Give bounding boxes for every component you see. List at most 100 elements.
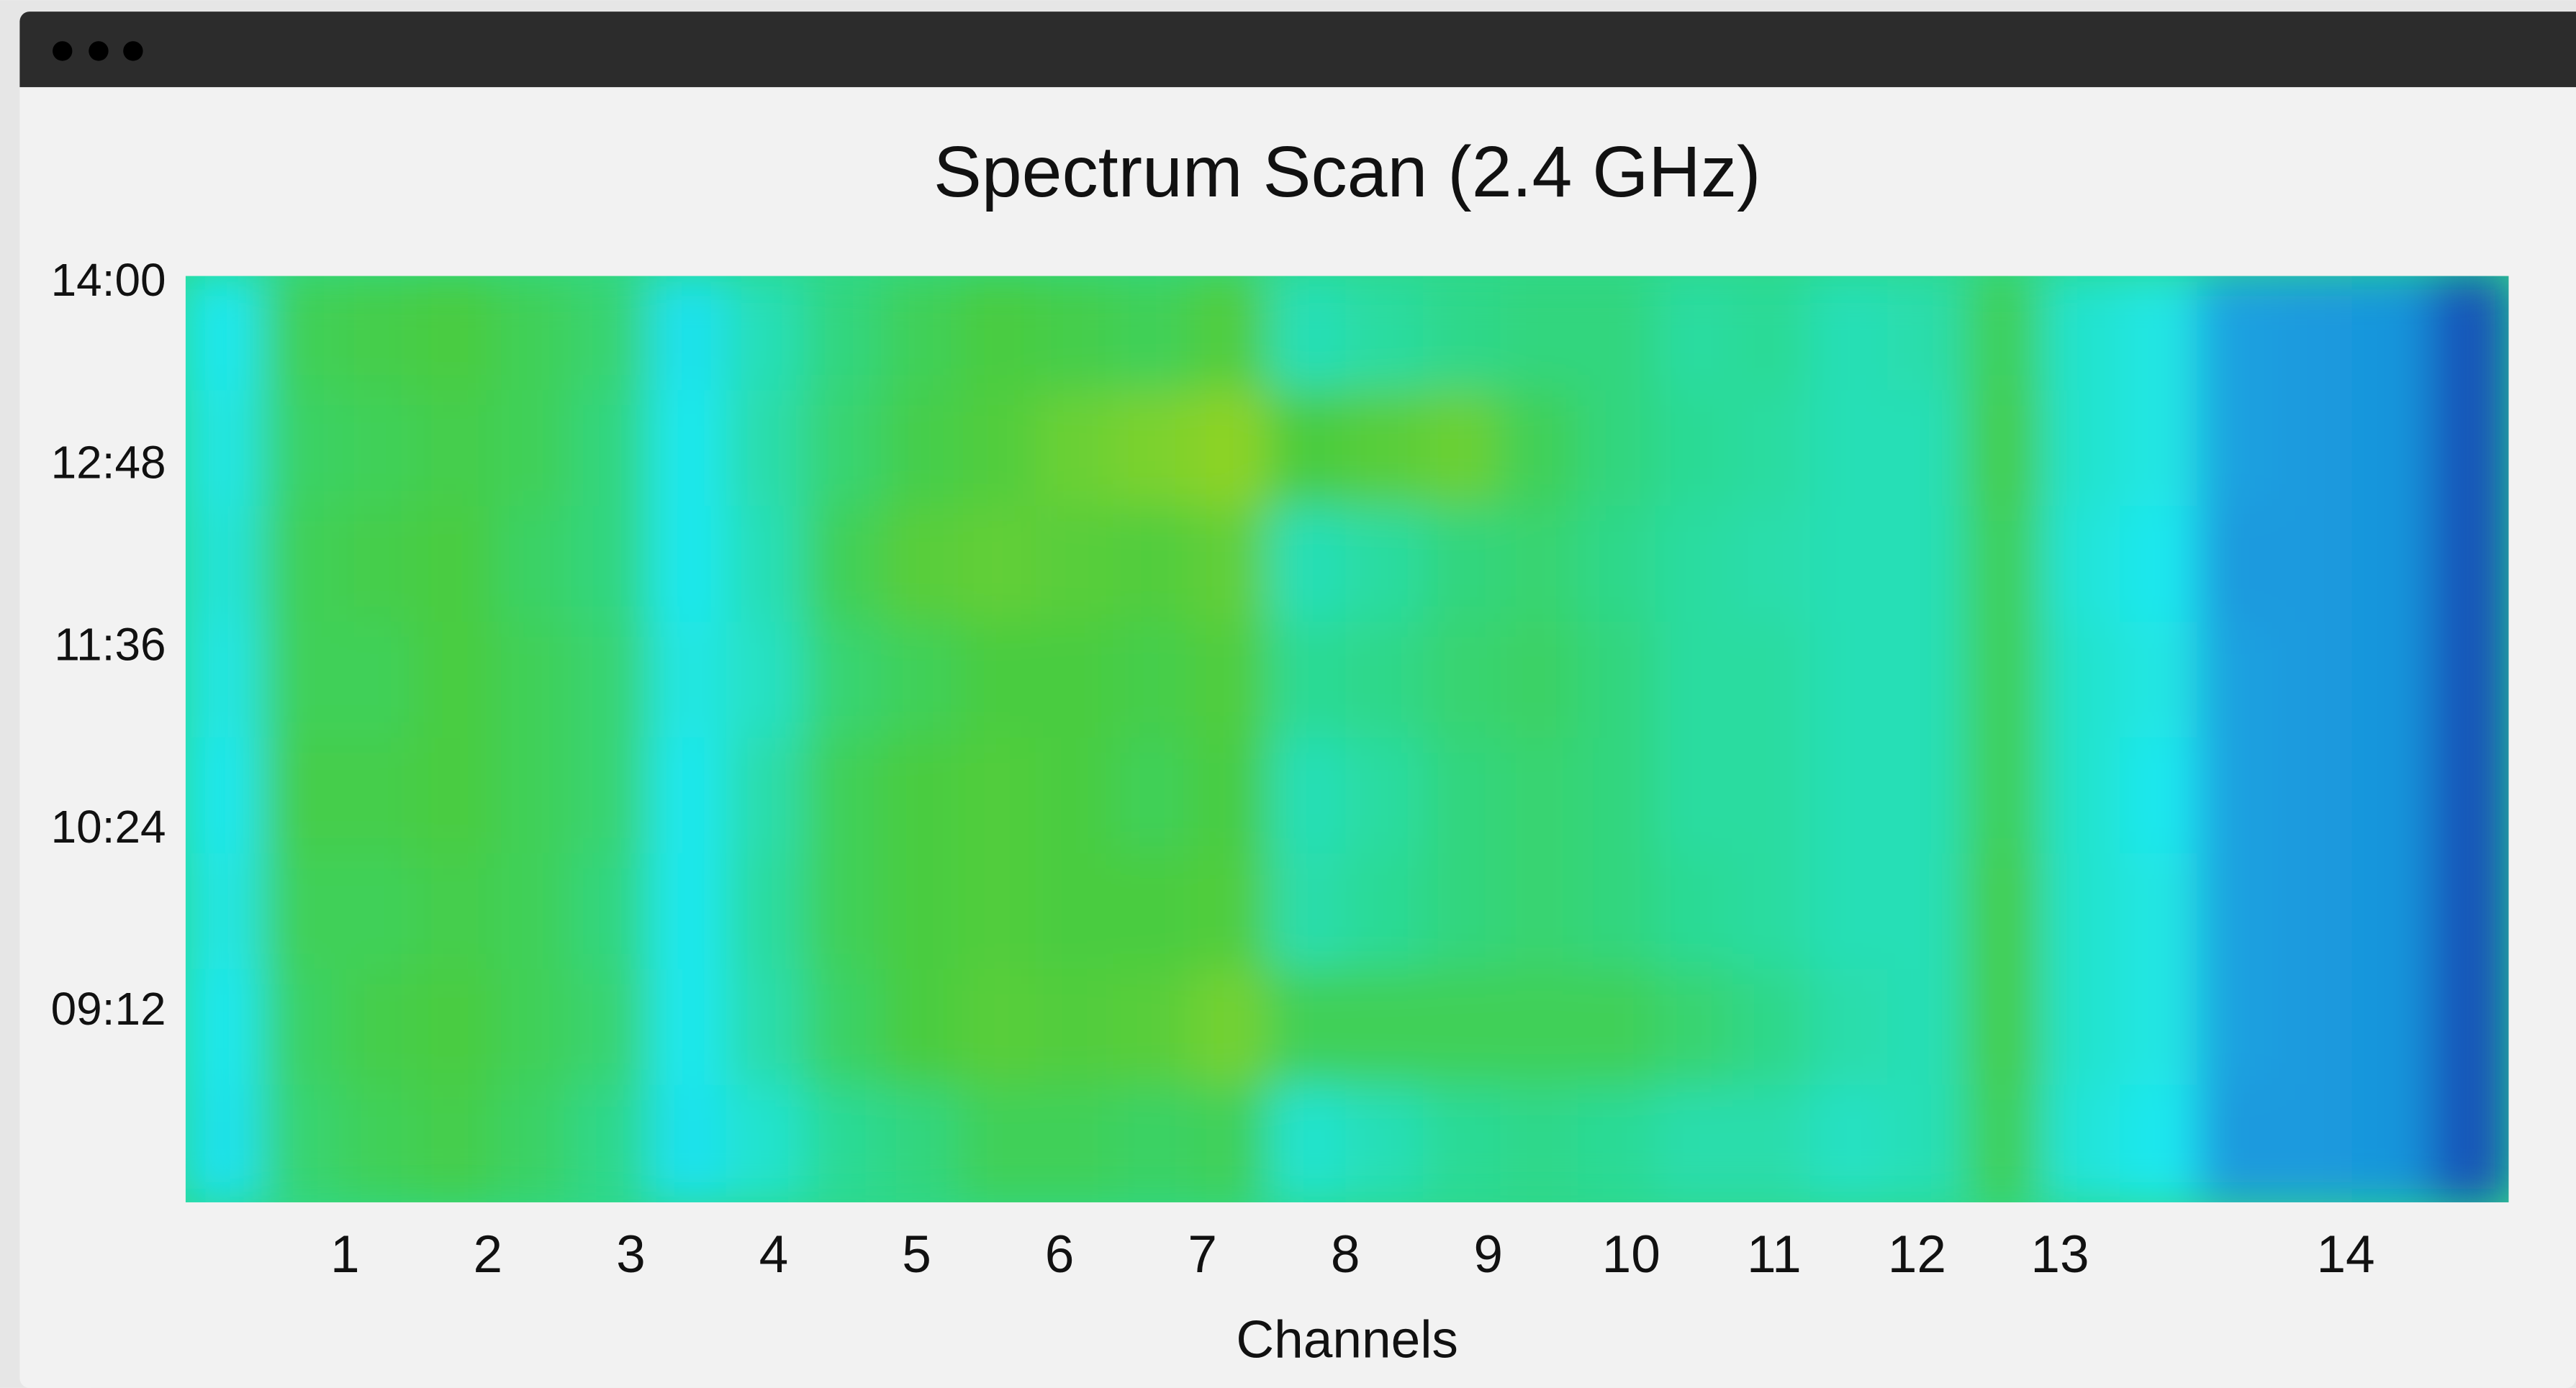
x-tick-label: 12	[1888, 1225, 1946, 1284]
heatmap-cell	[1732, 390, 1814, 509]
heatmap-cell	[1809, 1084, 1892, 1202]
heatmap-cell	[880, 622, 962, 741]
window-button[interactable]	[123, 41, 143, 61]
heatmap-cell	[958, 276, 1039, 394]
heatmap-cell	[2197, 276, 2278, 394]
heatmap-cell	[338, 622, 420, 741]
x-tick-label: 8	[1331, 1225, 1360, 1284]
heatmap-cell	[1267, 1084, 1349, 1202]
heatmap-cell	[880, 506, 962, 625]
heatmap-cell	[1578, 506, 1659, 625]
heatmap-cell	[2429, 737, 2509, 857]
heatmap-cell	[958, 853, 1039, 973]
heatmap-cell	[1422, 622, 1504, 741]
heatmap-cell	[1267, 622, 1349, 741]
heatmap-cell	[1809, 390, 1892, 509]
heatmap-cell	[1965, 390, 2046, 509]
heatmap-cell	[1965, 969, 2046, 1089]
heatmap-cell	[1190, 506, 1272, 625]
heatmap-cell	[1267, 969, 1349, 1089]
heatmap-cell	[261, 737, 343, 857]
heatmap-cell	[571, 276, 652, 394]
heatmap-cell	[2120, 622, 2201, 741]
x-tick-label: 13	[2030, 1225, 2089, 1284]
heatmap-cell	[571, 390, 652, 509]
heatmap-cell	[338, 1084, 420, 1202]
heatmap-cell	[2351, 969, 2433, 1089]
heatmap-cell	[1036, 390, 1117, 509]
y-tick-label: 09:12	[51, 983, 166, 1035]
heatmap-cell	[1887, 390, 1969, 509]
heatmap-cell	[726, 390, 807, 509]
heatmap-cell	[2042, 969, 2123, 1089]
heatmap-cell	[1887, 276, 1969, 394]
heatmap-cell	[338, 276, 420, 394]
heatmap-cell	[2120, 853, 2201, 973]
x-tick-label: 5	[902, 1225, 931, 1284]
heatmap-cell	[185, 390, 265, 509]
heatmap-cell	[1887, 853, 1969, 973]
heatmap-cell	[1267, 737, 1349, 857]
heatmap-cell	[880, 969, 962, 1089]
heatmap-cell	[1887, 1084, 1969, 1202]
heatmap-cell	[2274, 276, 2356, 394]
heatmap-cell	[2197, 969, 2278, 1089]
heatmap-cell	[1500, 276, 1581, 394]
heatmap-cell	[1113, 506, 1194, 625]
heatmap-cell	[1578, 853, 1659, 973]
heatmap-cell	[2351, 853, 2433, 973]
heatmap-cell	[803, 1084, 885, 1202]
heatmap-cell	[416, 737, 497, 857]
heatmap-cell	[493, 622, 575, 741]
heatmap-cell	[2197, 622, 2278, 741]
heatmap-cell	[1036, 276, 1117, 394]
window-button[interactable]	[89, 41, 109, 61]
heatmap-cell	[1500, 506, 1581, 625]
title-bar	[19, 12, 2576, 88]
heatmap-cell	[1578, 276, 1659, 394]
heatmap-cell	[958, 969, 1039, 1089]
heatmap-cell	[648, 390, 730, 509]
heatmap-cell	[338, 737, 420, 857]
heatmap-cell	[803, 276, 885, 394]
heatmap-cell	[1578, 390, 1659, 509]
heatmap-cell	[2120, 737, 2201, 857]
heatmap-cell	[1036, 506, 1117, 625]
heatmap-cell	[2351, 390, 2433, 509]
heatmap-cell	[803, 969, 885, 1089]
y-tick-label: 11:36	[54, 619, 166, 671]
heatmap-cell	[571, 737, 652, 857]
heatmap-cell	[2042, 276, 2123, 394]
heatmap-cell	[2429, 969, 2509, 1089]
heatmap-cell	[416, 506, 497, 625]
heatmap-cell	[2042, 737, 2123, 857]
heatmap-cell	[571, 853, 652, 973]
heatmap-cell	[1887, 737, 1969, 857]
heatmap-cell	[2042, 1084, 2123, 1202]
heatmap-cell	[1345, 737, 1427, 857]
heatmap-cell	[2120, 969, 2201, 1089]
heatmap-cell	[2042, 853, 2123, 973]
heatmap-cell	[185, 622, 265, 741]
x-tick-label: 14	[2316, 1225, 2374, 1284]
heatmap-cell	[338, 853, 420, 973]
heatmap-cell	[1809, 853, 1892, 973]
heatmap-cell	[2120, 1084, 2201, 1202]
heatmap-cell	[958, 622, 1039, 741]
heatmap-cell	[1422, 276, 1504, 394]
window-button[interactable]	[53, 41, 73, 61]
heatmap-cell	[1887, 969, 1969, 1089]
heatmap-cell	[1655, 390, 1736, 509]
heatmap-cell	[726, 622, 807, 741]
heatmap-cell	[958, 506, 1039, 625]
heatmap-cell	[1190, 853, 1272, 973]
heatmap-cell	[2274, 737, 2356, 857]
heatmap-cell	[1732, 506, 1814, 625]
heatmap-cell	[1809, 506, 1892, 625]
heatmap-cell	[2351, 622, 2433, 741]
heatmap-cell	[416, 276, 497, 394]
heatmap-cell	[648, 276, 730, 394]
heatmap-cell	[958, 1084, 1039, 1202]
heatmap-cell	[1887, 506, 1969, 625]
heatmap-cell	[958, 390, 1039, 509]
